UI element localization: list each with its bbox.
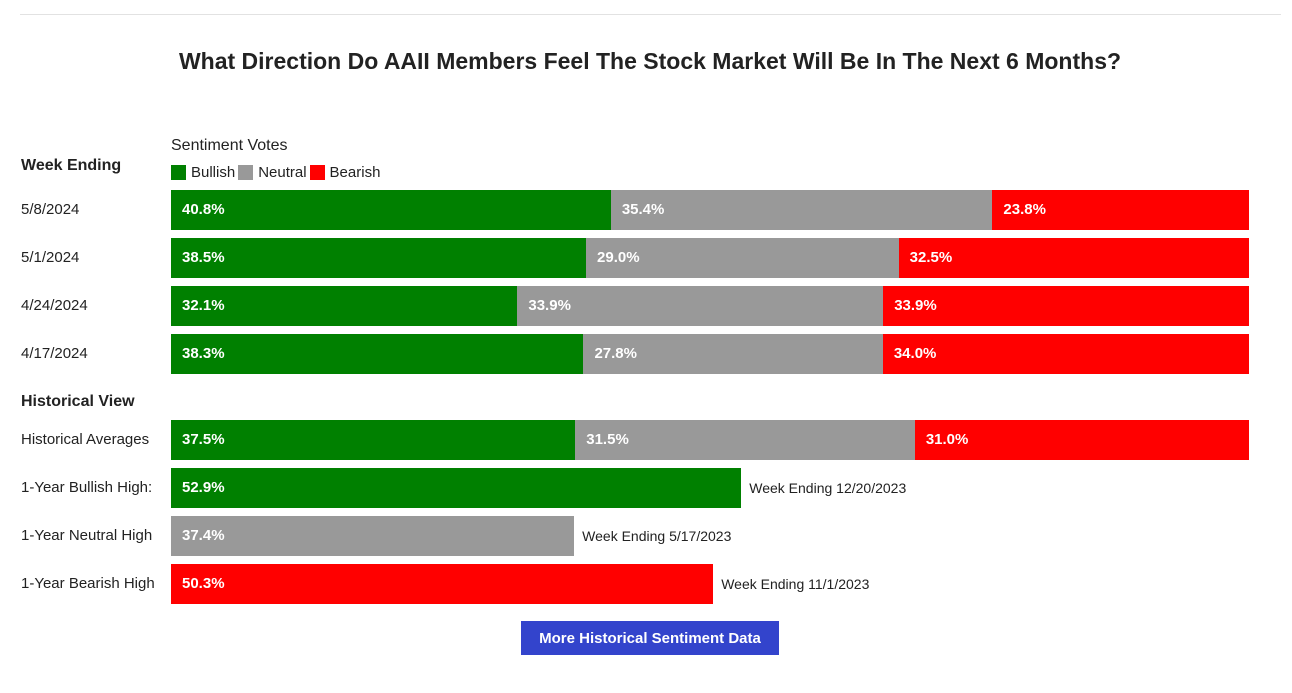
bar-row-high-bullish: 52.9% Week Ending 12/20/2023 [171,468,1249,508]
high-label-bullish: 1-Year Bullish High: [21,479,153,496]
bar-neutral-week-3-label: 27.8% [594,345,637,362]
bar-bearish-week-0: 23.8% [992,190,1249,230]
bar-neutral-week-0: 35.4% [610,190,993,230]
bar-row-week-1: 38.5% 29.0% 32.5% [171,238,1249,278]
week-label-2: 4/24/2024 [21,297,88,314]
bar-bullish-week-3: 38.3% [171,334,584,374]
bar-bullish-historical-average-label: 37.5% [182,431,225,448]
legend-label-bullish: Bullish [191,164,236,181]
bar-high-neutral: 37.4% [171,516,575,556]
legend: Bullish Neutral Bearish [171,164,383,181]
bar-neutral-week-0-label: 35.4% [621,201,665,218]
historical-averages-label: Historical Averages [21,431,150,448]
bar-high-bullish: 52.9% [171,468,742,508]
week-label-1: 5/1/2024 [21,249,80,266]
legend-item-bearish: Bearish [309,164,381,181]
bar-bearish-week-3: 34.0% [882,334,1249,374]
legend-swatch-bullish [171,165,186,180]
bar-high-bearish: 50.3% [171,564,714,604]
bar-bullish-week-3-label: 38.3% [182,345,225,362]
bar-neutral-historical-average-label: 31.5% [586,431,629,448]
week-ending-header: Week Ending [21,157,122,174]
bar-row-historical-average: 37.5% 31.5% 31.0% [171,420,1249,460]
bar-bearish-week-1: 32.5% [898,238,1249,278]
bar-row-week-0: 40.8% 35.4% 23.8% [171,190,1249,230]
bar-bearish-week-2: 33.9% [883,286,1249,326]
week-label-0: 5/8/2024 [21,201,80,218]
high-note-neutral: Week Ending 5/17/2023 [582,528,732,544]
historical-view-header: Historical View [21,393,135,410]
bar-bullish-week-1: 38.5% [171,238,587,278]
bar-neutral-week-1: 29.0% [586,238,899,278]
more-historical-data-button[interactable]: More Historical Sentiment Data [521,621,779,655]
bar-bearish-week-3-label: 34.0% [893,345,937,362]
bar-bearish-week-0-label: 23.8% [1003,201,1046,218]
high-label-neutral: 1-Year Neutral High [21,527,153,544]
legend-item-neutral: Neutral [238,164,307,181]
high-note-bullish: Week Ending 12/20/2023 [749,480,907,496]
bar-high-bearish-label: 50.3% [182,575,225,592]
bar-bullish-week-2: 32.1% [171,286,518,326]
bar-bearish-week-2-label: 33.9% [894,297,937,314]
bar-bullish-week-0-label: 40.8% [182,201,225,218]
legend-label-bearish: Bearish [329,164,381,181]
bar-row-week-2: 32.1% 33.9% 33.9% [171,286,1249,326]
bar-neutral-week-2: 33.9% [517,286,884,326]
bar-neutral-week-3: 27.8% [583,334,883,374]
bar-row-high-neutral: 37.4% Week Ending 5/17/2023 [171,516,1249,556]
bar-row-week-3: 38.3% 27.8% 34.0% [171,334,1249,374]
bar-high-bullish-label: 52.9% [182,479,225,496]
bar-bearish-week-1-label: 32.5% [909,249,953,266]
bar-neutral-historical-average: 31.5% [575,420,915,460]
bar-bullish-week-0: 40.8% [171,190,611,230]
legend-item-bullish: Bullish [171,164,235,181]
top-divider [20,14,1281,15]
chart-title: What Direction Do AAII Members Feel The … [178,48,1122,74]
bar-bearish-historical-average-label: 31.0% [925,431,969,448]
bar-high-neutral-label: 37.4% [182,527,225,544]
high-label-bearish: 1-Year Bearish High [21,575,155,592]
high-note-bearish: Week Ending 11/1/2023 [721,576,870,592]
bar-neutral-week-2-label: 33.9% [528,297,571,314]
bar-row-high-bearish: 50.3% Week Ending 11/1/2023 [171,564,1249,604]
bar-bullish-week-2-label: 32.1% [182,297,225,314]
bar-bearish-historical-average: 31.0% [914,420,1249,460]
legend-label-neutral: Neutral [258,164,307,181]
bar-bullish-historical-average: 37.5% [171,420,576,460]
week-label-3: 4/17/2024 [21,345,88,362]
bar-neutral-week-1-label: 29.0% [597,249,640,266]
legend-swatch-neutral [238,165,254,180]
bar-bullish-week-1-label: 38.5% [182,249,225,266]
legend-swatch-bearish [309,165,325,180]
legend-title: Sentiment Votes [171,137,288,154]
